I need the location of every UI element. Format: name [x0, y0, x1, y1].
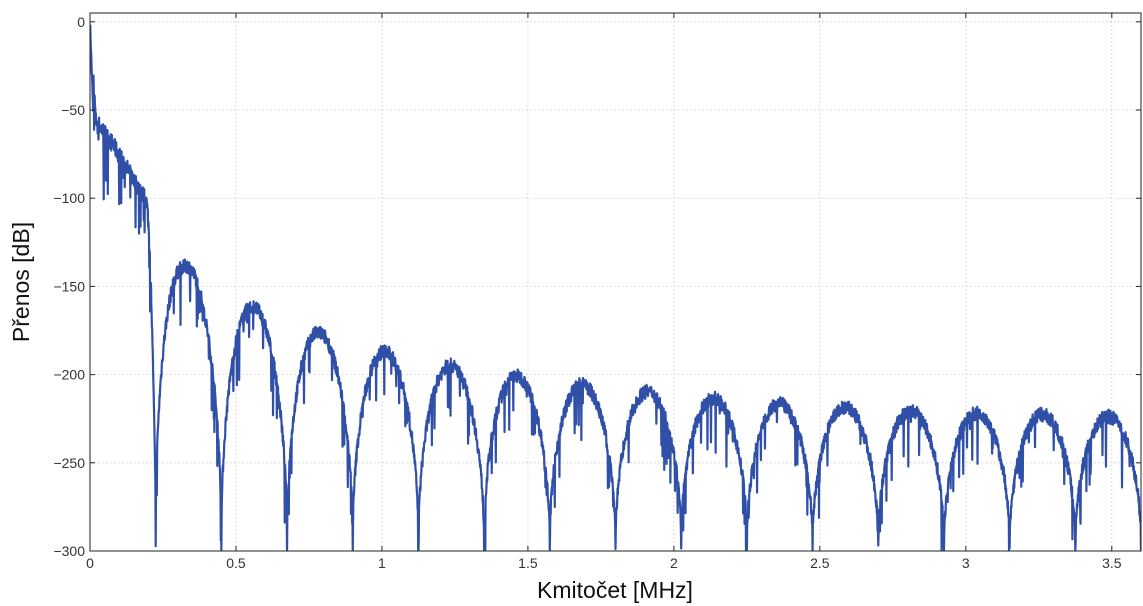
- x-tick-label: 1.5: [518, 555, 538, 571]
- plot-frame: [89, 12, 1142, 552]
- series-layer: [90, 24, 1141, 551]
- y-tick-label: −100: [53, 190, 85, 206]
- y-tick-label: −50: [61, 102, 85, 118]
- x-axis-title: Kmitočet [MHz]: [537, 577, 693, 603]
- y-tick-label: −200: [53, 367, 85, 383]
- x-tick-label: 0.5: [226, 555, 246, 571]
- x-tick-label: 1: [378, 555, 386, 571]
- grid: [89, 13, 1141, 552]
- y-tick-label: −250: [53, 455, 85, 471]
- y-tick-label: 0: [77, 14, 85, 30]
- y-axis: 0 −50 −100 −150 −200 −250 −300: [53, 14, 1141, 559]
- x-tick-label: 3: [962, 555, 970, 571]
- series-line: [90, 24, 1141, 551]
- x-tick-label: 2: [670, 555, 678, 571]
- y-tick-label: −300: [53, 543, 85, 559]
- y-tick-label: −150: [53, 278, 85, 294]
- y-axis-title: Přenos [dB]: [8, 222, 34, 342]
- x-tick-label: 2.5: [810, 555, 830, 571]
- x-axis: 0 0.5 1 1.5 2 2.5 3 3.5: [86, 13, 1122, 571]
- x-tick-label: 3.5: [1102, 555, 1122, 571]
- x-tick-label: 0: [86, 555, 94, 571]
